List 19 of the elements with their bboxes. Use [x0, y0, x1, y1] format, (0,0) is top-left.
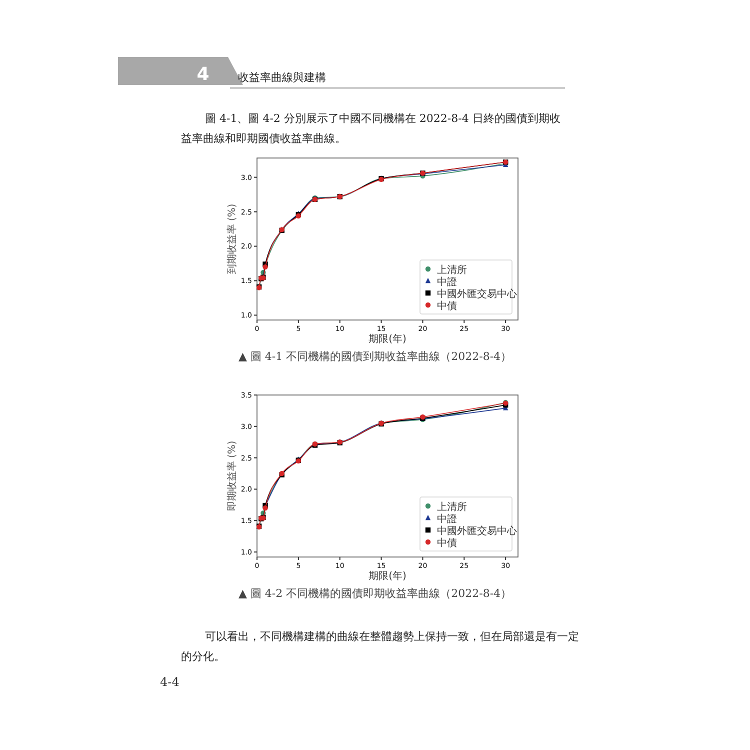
y-axis-title: 到期收益率 (%) [226, 204, 238, 274]
x-axis-title: 期限(年) [368, 333, 406, 345]
caption: 圖 4-1、圖 4-2 分別展示了中國不同機構在 2022-8-4 日終的國債到期收益率曲線和即期國債收益率曲線。 [181, 112, 560, 145]
legend-label: 中國外匯交易中心 [437, 525, 517, 537]
legend-label: 中國外匯交易中心 [437, 288, 517, 300]
text: ▲ 圖 4-2 不同機構的國債即期收益率曲線（2022-8-4） [238, 587, 512, 600]
legend-label: 中債 [437, 300, 457, 312]
text: 4-4 [160, 675, 180, 689]
legend-label: 中債 [437, 537, 457, 549]
text: 4 [196, 64, 210, 85]
x-axis-title: 期限(年) [368, 570, 406, 582]
legend-label: 上清所 [437, 501, 467, 513]
text: 可以看出，不同機構建構的曲線在整體趨勢上保持一致，但在局部還是有一定的分化。 [181, 630, 579, 663]
legend-label: 上清所 [437, 264, 467, 276]
legend-label: 中證 [437, 513, 457, 525]
text: ▲ 圖 4-1 不同機構的國債到期收益率曲線（2022-8-4） [238, 350, 512, 363]
legend-label: 中證 [437, 276, 457, 288]
y-axis-title: 即期收益率 (%) [226, 440, 238, 512]
text: 收益率曲線與建構 [238, 71, 326, 84]
